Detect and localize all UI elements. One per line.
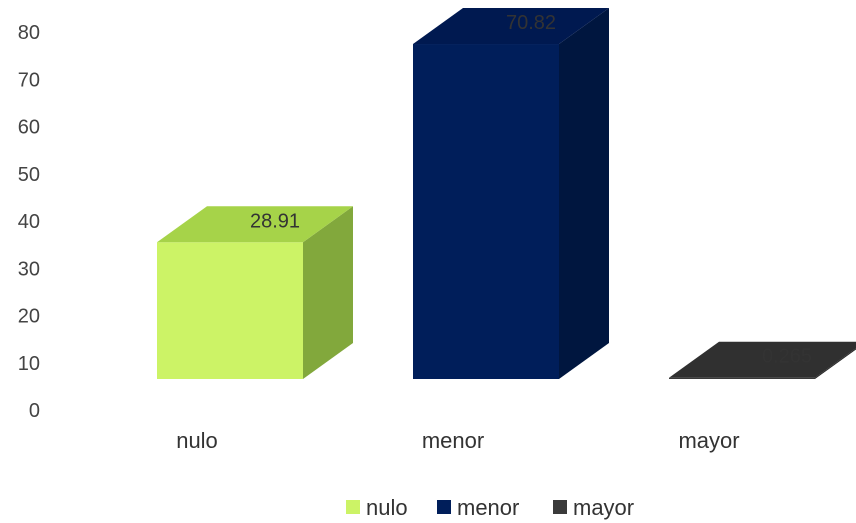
bars xyxy=(157,8,856,380)
bar-menor xyxy=(413,8,609,380)
bar-top-face xyxy=(669,341,856,378)
legend-label: menor xyxy=(457,495,519,520)
data-label-nulo: 28.91 xyxy=(250,210,300,232)
bar-front-face xyxy=(669,377,815,379)
y-axis: 0 10 20 30 40 50 60 70 80 xyxy=(18,22,40,422)
bar-front-face xyxy=(157,242,303,379)
category-label-mayor: mayor xyxy=(678,428,739,453)
bar-top-face xyxy=(413,8,609,45)
legend: nulo menor mayor xyxy=(346,495,634,520)
data-labels: 28.91 70.82 0.265 xyxy=(250,12,812,368)
bar-nulo xyxy=(157,206,353,379)
y-tick-label: 60 xyxy=(18,117,40,139)
y-tick-label: 70 xyxy=(18,69,40,91)
x-axis: nulo menor mayor xyxy=(176,428,739,453)
legend-item-menor: menor xyxy=(437,495,519,520)
legend-swatch xyxy=(346,500,360,514)
legend-label: mayor xyxy=(573,495,634,520)
data-label-menor: 70.82 xyxy=(506,12,556,34)
legend-item-mayor: mayor xyxy=(553,495,634,520)
bar-side-face xyxy=(559,8,609,380)
bar-mayor xyxy=(669,341,856,379)
bar-side-face xyxy=(303,206,353,379)
bar-front-face xyxy=(413,44,559,380)
y-tick-label: 20 xyxy=(18,306,40,328)
y-tick-label: 30 xyxy=(18,258,40,280)
y-tick-label: 0 xyxy=(29,400,40,422)
data-label-mayor: 0.265 xyxy=(762,346,812,368)
y-tick-label: 40 xyxy=(18,211,40,233)
bar-top-face xyxy=(157,206,353,243)
category-label-menor: menor xyxy=(422,428,484,453)
legend-label: nulo xyxy=(366,495,408,520)
legend-swatch xyxy=(553,500,567,514)
y-tick-label: 10 xyxy=(18,353,40,375)
bar-side-face xyxy=(815,348,856,379)
legend-swatch xyxy=(437,500,451,514)
legend-item-nulo: nulo xyxy=(346,495,408,520)
y-tick-label: 80 xyxy=(18,22,40,44)
y-tick-label: 50 xyxy=(18,164,40,186)
category-label-nulo: nulo xyxy=(176,428,218,453)
